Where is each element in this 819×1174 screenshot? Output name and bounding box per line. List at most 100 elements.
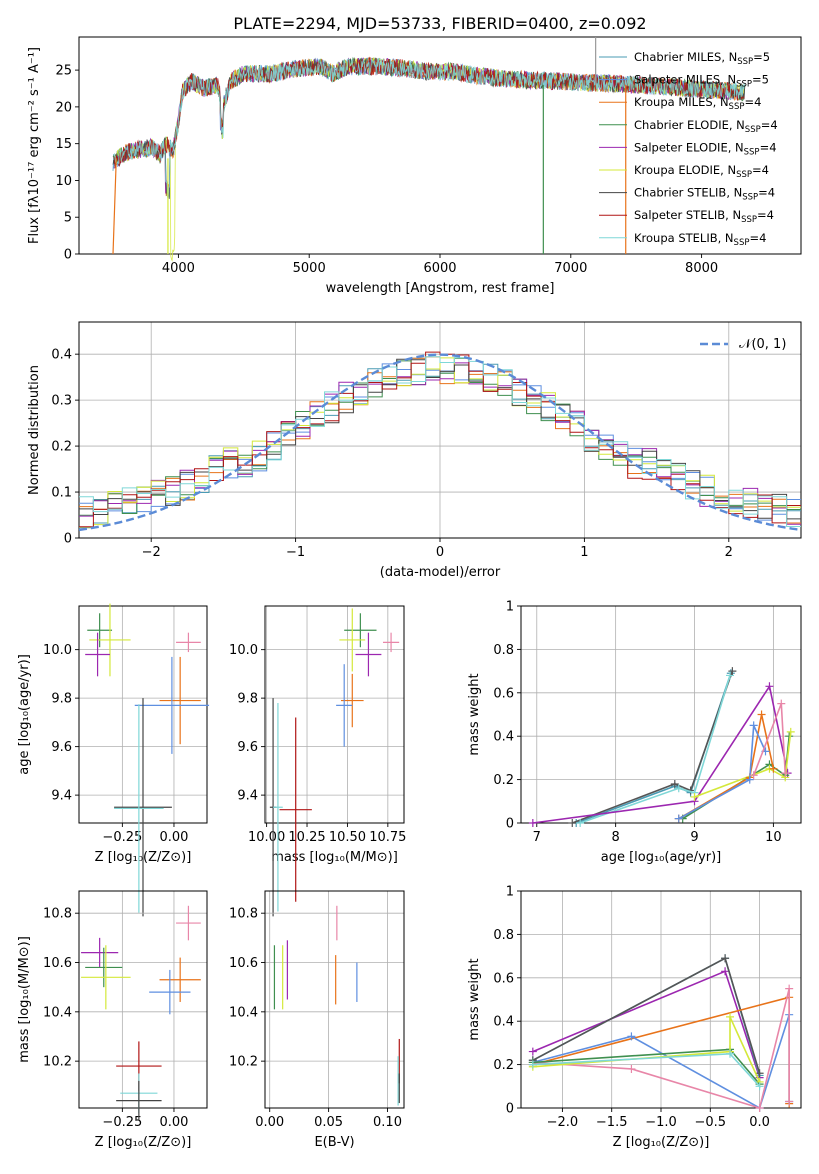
- residuals-xtick-label: −1: [286, 545, 305, 560]
- histogram-step: [79, 358, 801, 520]
- age_vs_mass-xlabel: mass [log₁₀(M/M⊙)]: [271, 850, 398, 865]
- mass_vs_Z-ytick-label: 10.6: [43, 956, 72, 971]
- spectrum-ytick-label: 0: [64, 248, 72, 263]
- weight-line: [532, 970, 761, 1078]
- spectrum-xtick-label: 6000: [423, 261, 456, 276]
- weight-marker: [785, 1097, 794, 1106]
- weight_vs_age-ylabel: mass weight: [467, 673, 482, 755]
- spectrum-ytick-label: 5: [64, 211, 72, 226]
- age_vs_Z-ytick-label: 9.6: [51, 740, 72, 755]
- weight-line: [694, 731, 792, 798]
- weight_vs_age-ytick-label: 0.6: [493, 686, 514, 701]
- legend-label: Salpeter MILES, NSSP=5: [634, 73, 769, 90]
- mass_vs_EBV-points: [273, 905, 400, 1106]
- legend-sub: SSP: [741, 215, 757, 225]
- residuals-xtick-label: −2: [142, 545, 161, 560]
- weight_vs_Z-ytick-label: 0: [506, 1102, 514, 1117]
- spectrum-axes: [75, 36, 802, 258]
- age_vs_mass-points: [269, 608, 400, 917]
- residuals-xtick-label: 2: [725, 545, 733, 560]
- weight_vs_Z-ytick-label: 0.8: [493, 928, 514, 943]
- residuals-ytick-label: 0.2: [51, 440, 72, 455]
- weight_vs_age-frame: [520, 605, 802, 824]
- weight-marker: [726, 1049, 735, 1058]
- spectrum-ylabel: Flux [fλ10⁻¹⁷ erg cm⁻² s⁻¹ A⁻¹]: [27, 47, 42, 244]
- spectrum-ytick-label: 15: [55, 137, 72, 152]
- age_vs_mass-ytick-label: 9.6: [237, 740, 258, 755]
- age_vs_mass-frame: [264, 605, 405, 824]
- age_vs_Z-ytick-label: 9.4: [51, 789, 72, 804]
- age_vs_mass-xtick-label: 10.25: [288, 830, 325, 845]
- mass_vs_EBV-ytick-label: 10.4: [229, 1005, 258, 1020]
- weight_vs_Z-xlabel: Z [log₁₀(Z/Z⊙)]: [613, 1135, 710, 1150]
- weight-marker: [765, 682, 774, 691]
- weight_vs_age-xtick-label: 8: [612, 830, 620, 845]
- residuals-xtick-label: 0: [436, 545, 444, 560]
- age_vs_Z-ytick-label: 10.0: [43, 643, 72, 658]
- weight_vs_age-axes: [517, 605, 802, 827]
- spectrum-frame: [78, 36, 802, 255]
- weight-marker: [728, 667, 737, 676]
- spectrum-ytick-label: 25: [55, 64, 72, 79]
- legend-rest: =4: [749, 231, 766, 245]
- legend-label: Chabrier ELODIE, NSSP=4: [634, 118, 778, 135]
- weight-marker: [721, 967, 730, 976]
- weight-line: [572, 670, 734, 824]
- mass_vs_Z-frame: [78, 890, 208, 1109]
- weight_vs_age-ytick-label: 0.8: [493, 643, 514, 658]
- spectrum-xtick-label: 7000: [554, 261, 587, 276]
- legend-sub: SSP: [736, 80, 752, 90]
- residuals-ytick-label: 0.3: [51, 394, 72, 409]
- histogram-step: [79, 351, 801, 528]
- legend-sub: SSP: [737, 57, 753, 67]
- residuals-ytick-label: 0.4: [51, 348, 72, 363]
- weight-marker: [757, 710, 766, 719]
- weight-marker: [690, 792, 699, 801]
- weight-marker: [769, 764, 778, 773]
- weight-marker: [726, 1012, 735, 1021]
- legend-sub: SSP: [736, 170, 752, 180]
- spectrum-ytick-label: 10: [55, 174, 72, 189]
- weight_vs_Z-ytick-label: 0.6: [493, 971, 514, 986]
- weight_vs_Z-xtick-label: 0.0: [749, 1115, 770, 1130]
- spectrum-series-line: [114, 57, 745, 200]
- mass_vs_Z-xtick-label: 0.00: [159, 1115, 188, 1130]
- mass_vs_EBV-xtick-label: 0.10: [373, 1115, 402, 1130]
- spectrum-xtick-label: 8000: [685, 261, 718, 276]
- spectrum-xtick-label: 5000: [293, 261, 326, 276]
- age_vs_mass-ytick-label: 9.4: [237, 789, 258, 804]
- weight-line: [678, 725, 767, 820]
- weight-line: [579, 675, 731, 824]
- legend-sub: SSP: [744, 147, 760, 157]
- mass_vs_Z-ytick-label: 10.8: [43, 907, 72, 922]
- weight_vs_age-ytick-label: 0.4: [493, 730, 514, 745]
- weight-marker: [786, 727, 795, 736]
- weight_vs_Z-axes: [517, 890, 802, 1112]
- residuals-xtick-label: 1: [580, 545, 588, 560]
- legend-sub: SSP: [729, 102, 745, 112]
- mass_vs_Z-axes: [75, 890, 208, 1112]
- age_vs_mass-xtick-label: 10.00: [248, 830, 285, 845]
- weight_vs_age-ytick-label: 0: [506, 817, 514, 832]
- residuals-axes: [75, 321, 802, 542]
- mass_vs_EBV-ytick-label: 10.2: [229, 1055, 258, 1070]
- weight_vs_age-series: [528, 667, 795, 827]
- mass_vs_Z-ytick-label: 10.4: [43, 1005, 72, 1020]
- mass_vs_Z-points: [81, 905, 201, 1121]
- weight-marker: [749, 771, 758, 780]
- weight-marker: [528, 819, 537, 827]
- legend-sub: SSP: [745, 125, 761, 135]
- spectrum-spike: [112, 158, 117, 255]
- histogram-step: [79, 356, 801, 527]
- legend-label: Chabrier STELIB, NSSP=4: [634, 186, 775, 203]
- legend-rest: =4: [757, 208, 774, 222]
- weight_vs_Z-ytick-label: 0.2: [493, 1058, 514, 1073]
- legend-label: Salpeter ELODIE, NSSP=4: [634, 140, 777, 157]
- weight-marker: [749, 721, 758, 730]
- legend-rest: =4: [752, 163, 769, 177]
- legend-label: Kroupa STELIB, NSSP=4: [634, 231, 766, 248]
- age_vs_Z-axes: [75, 605, 208, 827]
- age_vs_mass-ytick-label: 9.8: [237, 692, 258, 707]
- weight-marker: [781, 769, 790, 778]
- mass_vs_EBV-axes: [261, 890, 405, 1112]
